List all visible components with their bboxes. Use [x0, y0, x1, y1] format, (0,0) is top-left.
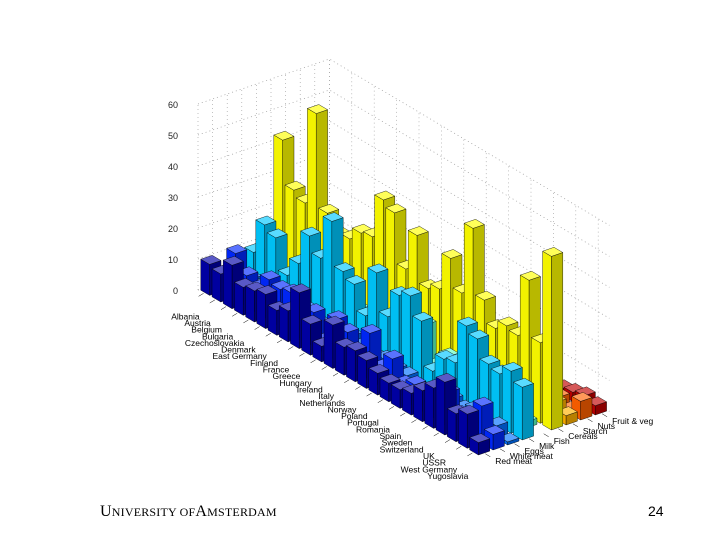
food-label: Milk — [539, 441, 555, 451]
food-tick — [601, 413, 608, 417]
country-label: France — [263, 365, 290, 375]
z-tick-label: 60 — [168, 100, 178, 110]
z-axis-tick-labels: 0 10 20 30 40 50 60 — [168, 100, 178, 296]
country-tick — [344, 379, 350, 383]
country-label: Sweden — [382, 438, 413, 448]
food-label: White meat — [510, 451, 554, 461]
chart-bars — [200, 104, 608, 456]
country-label: Finland — [250, 358, 278, 368]
country-tick — [265, 333, 271, 337]
food-tick — [514, 443, 520, 447]
country-label: Netherlands — [299, 398, 345, 408]
food-label: Starch — [583, 426, 608, 436]
country-tick — [288, 346, 294, 350]
z-tick-label: 10 — [168, 255, 178, 265]
food-tick — [543, 433, 549, 437]
country-tick — [366, 392, 372, 397]
country-tick — [355, 386, 361, 390]
country-label: Norway — [328, 404, 358, 414]
country-tick — [411, 419, 417, 423]
food-label: Fish — [554, 436, 570, 446]
country-tick — [198, 293, 204, 297]
z-tick-label: 30 — [168, 193, 178, 203]
bar — [512, 377, 535, 441]
country-label: Bulgaria — [202, 331, 233, 341]
country-label: Ireland — [297, 384, 323, 394]
country-label: Spain — [379, 431, 401, 441]
country-tick — [220, 306, 227, 310]
food-label: Eggs — [525, 446, 544, 456]
food-label: Fruit & veg — [612, 416, 653, 426]
gridline — [197, 58, 610, 226]
country-label: USSR — [422, 458, 446, 468]
food-tick — [587, 418, 593, 422]
country-label: Portugal — [347, 418, 379, 428]
country-tick — [276, 339, 283, 344]
bar — [469, 433, 491, 456]
institution-name: UNIVERSITY OFAMSTERDAM — [100, 503, 277, 520]
country-tick — [422, 426, 428, 430]
country-tick — [377, 399, 383, 403]
country-tick — [243, 319, 249, 324]
country-label: Austria — [184, 318, 211, 328]
food-label: Nuts — [598, 421, 615, 431]
page-number: 24 — [648, 503, 664, 519]
country-tick — [444, 439, 451, 443]
food-tick — [485, 453, 491, 457]
country-label: Yugoslavia — [427, 471, 468, 481]
country-label: UK — [423, 451, 435, 461]
food-tick — [572, 423, 579, 427]
food-label: Cereals — [568, 431, 597, 441]
country-label: Romania — [356, 424, 390, 434]
country-label: Poland — [341, 411, 368, 421]
z-tick-label: 20 — [168, 224, 178, 234]
country-label: East Germany — [212, 351, 267, 361]
country-tick — [254, 326, 260, 330]
country-axis-labels: AlbaniaAustriaBelgiumBulgariaCzechoslova… — [171, 293, 473, 481]
country-tick — [209, 299, 215, 304]
country-label: Denmark — [221, 345, 256, 355]
country-label: Italy — [318, 391, 334, 401]
country-label: Greece — [273, 371, 301, 381]
country-label: Belgium — [191, 325, 222, 335]
country-tick — [456, 446, 462, 450]
country-label: Albania — [171, 311, 200, 321]
country-tick — [321, 366, 327, 370]
country-label: Czechoslovakia — [185, 338, 245, 348]
bar — [542, 247, 564, 431]
country-label: West Germany — [401, 464, 458, 474]
food-label: Red meat — [495, 456, 532, 466]
food-tick — [499, 448, 506, 452]
country-tick — [310, 359, 316, 364]
food-tick — [528, 438, 535, 442]
food-tick — [558, 428, 564, 432]
country-tick — [400, 412, 406, 417]
country-tick — [433, 432, 439, 437]
country-label: Switzerland — [380, 444, 424, 454]
z-tick-label: 40 — [168, 162, 178, 172]
country-tick — [232, 313, 238, 317]
country-tick — [299, 352, 305, 357]
country-tick — [332, 372, 339, 377]
country-tick — [388, 406, 395, 410]
country-tick — [467, 452, 473, 457]
z-tick-label: 0 — [173, 286, 178, 296]
z-tick-label: 50 — [168, 131, 178, 141]
bar — [571, 392, 593, 421]
country-label: Hungary — [279, 378, 312, 388]
